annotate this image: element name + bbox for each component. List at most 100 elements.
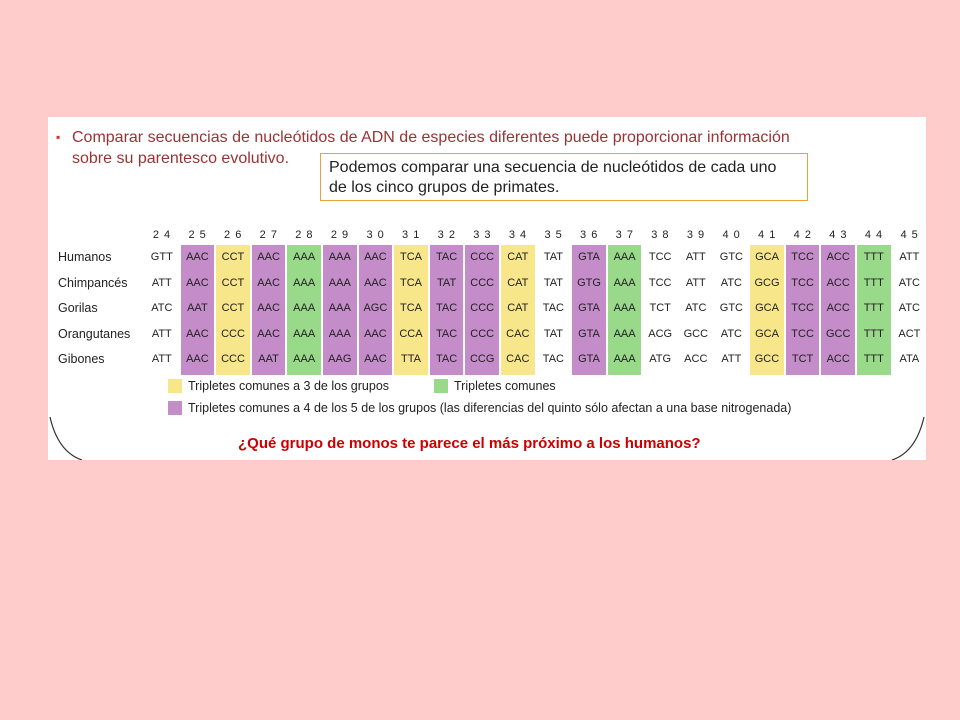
triplet-cell: CCC <box>470 251 495 263</box>
triplet-cell: TTT <box>863 353 884 365</box>
legend-swatch-purple <box>168 401 182 415</box>
triplet-cell: ACT <box>898 327 921 340</box>
triplet-cell: ATC <box>898 276 920 289</box>
triplet-cell: CCC <box>221 353 245 365</box>
triplet-cell: AAC <box>257 276 280 289</box>
triplet-cell: CCG <box>469 353 495 365</box>
column-highlight <box>785 245 820 375</box>
column-header: 3 0 <box>366 229 385 241</box>
triplet-cell: CAT <box>507 302 529 314</box>
triplet-cell: AAC <box>257 327 280 340</box>
triplet-cell: AGC <box>363 302 388 314</box>
column-highlight <box>323 245 357 375</box>
triplet-cell: CAC <box>506 327 530 340</box>
column-highlight <box>287 245 321 375</box>
triplet-cell: CCC <box>470 276 495 289</box>
column-header: 2 7 <box>259 229 278 241</box>
triplet-cell: GTC <box>719 302 743 314</box>
triplet-cell: TCT <box>791 353 814 365</box>
triplet-cell: CCA <box>399 327 423 340</box>
triplet-cell: GCC <box>754 353 780 365</box>
triplet-cell: ATT <box>151 276 172 289</box>
triplet-cell: TAC <box>436 302 458 314</box>
column-header: 4 5 <box>900 229 919 241</box>
triplet-cell: ATT <box>721 353 742 365</box>
triplet-cell: ATT <box>685 251 706 263</box>
triplet-cell: GTA <box>578 251 600 263</box>
column-header: 3 1 <box>402 229 421 241</box>
triplet-cell: GCC <box>683 327 709 340</box>
triplet-cell: AAA <box>328 327 351 340</box>
triplet-cell: TCA <box>399 302 422 314</box>
column-header: 2 5 <box>188 229 207 241</box>
triplet-cell: TTT <box>863 327 884 340</box>
triplet-cell: TCC <box>791 302 814 314</box>
triplet-cell: TCA <box>399 276 422 289</box>
triplet-cell: AAA <box>613 251 636 263</box>
column-highlight <box>572 245 606 375</box>
triplet-cell: AAA <box>613 353 636 365</box>
triplet-cell: ATA <box>899 353 920 365</box>
column-header: 4 1 <box>758 229 777 241</box>
column-header: 4 0 <box>722 229 741 241</box>
triplet-cell: TCC <box>791 327 814 340</box>
triplet-cell: AAA <box>613 276 636 289</box>
triplet-cell: TAC <box>436 251 458 263</box>
triplet-cell: TTT <box>863 302 884 314</box>
triplet-cell: ATG <box>649 353 672 365</box>
column-highlight <box>821 245 855 375</box>
triplet-cell: TCC <box>648 251 672 263</box>
triplet-cell: CAT <box>507 276 529 289</box>
legend-label-purple: Tripletes comunes a 4 de los 5 de los gr… <box>188 401 792 415</box>
triplet-cell: ATT <box>151 353 172 365</box>
triplet-cell: AAC <box>257 251 280 263</box>
column-header: 4 2 <box>793 229 812 241</box>
legend-swatch-yellow <box>168 379 182 393</box>
triplet-cell: AAA <box>293 353 316 365</box>
legend-swatch-green <box>434 379 448 393</box>
triplet-cell: GCG <box>754 276 780 289</box>
callout-box: Podemos comparar una secuencia de nucleó… <box>320 153 808 201</box>
triplet-cell: AAA <box>328 251 351 263</box>
triplet-cell: ATT <box>899 251 920 263</box>
triplet-cell: ATC <box>898 302 920 314</box>
triplet-cell: TAC <box>542 302 564 314</box>
triplet-cell: TAT <box>543 327 563 340</box>
legend-label-yellow: Tripletes comunes a 3 de los grupos <box>188 379 390 393</box>
figure-panel: ▪ Comparar secuencias de nucleótidos de … <box>48 117 926 460</box>
row-label: Orangutanes <box>58 326 131 341</box>
callout-line1: Podemos comparar una secuencia de nucleó… <box>329 159 777 176</box>
triplet-cell: AAA <box>613 327 636 340</box>
row-label: Chimpancés <box>58 275 128 290</box>
triplet-cell: TCT <box>649 302 671 314</box>
intro-text-line1: Comparar secuencias de nucleótidos de AD… <box>72 129 790 146</box>
column-highlight <box>216 245 250 375</box>
triplet-cell: AAT <box>187 302 208 314</box>
column-highlight <box>750 245 784 375</box>
intro-text-line2: sobre su parentesco evolutivo. <box>72 150 290 167</box>
callout-line2: de los cinco grupos de primates. <box>329 179 560 196</box>
triplet-cell: GTA <box>578 327 600 340</box>
column-header: 2 6 <box>224 229 243 241</box>
column-header: 3 8 <box>651 229 670 241</box>
triplet-cell: AAC <box>364 327 387 340</box>
triplet-cell: AAG <box>328 353 352 365</box>
triplet-cell: ATC <box>685 302 707 314</box>
triplet-cell: TAT <box>543 276 563 289</box>
triplet-cell: CCT <box>221 276 245 289</box>
triplet-cell: GCA <box>755 327 779 340</box>
column-highlight <box>501 245 535 375</box>
legend-label-green: Tripletes comunes <box>454 379 556 393</box>
triplet-cell: ATC <box>720 327 742 340</box>
triplet-cell: ACC <box>826 302 850 314</box>
column-highlight <box>607 245 642 375</box>
row-label: Gibones <box>58 352 105 366</box>
triplet-cell: ACC <box>684 353 708 365</box>
column-header: 2 9 <box>330 229 350 241</box>
triplet-cell: TCC <box>791 251 814 263</box>
triplet-cell: AAA <box>293 276 316 289</box>
triplet-cell: AAA <box>293 251 316 263</box>
triplet-cell: AAA <box>293 327 316 340</box>
triplet-cell: GTA <box>578 302 600 314</box>
triplet-cell: CAC <box>506 353 530 365</box>
